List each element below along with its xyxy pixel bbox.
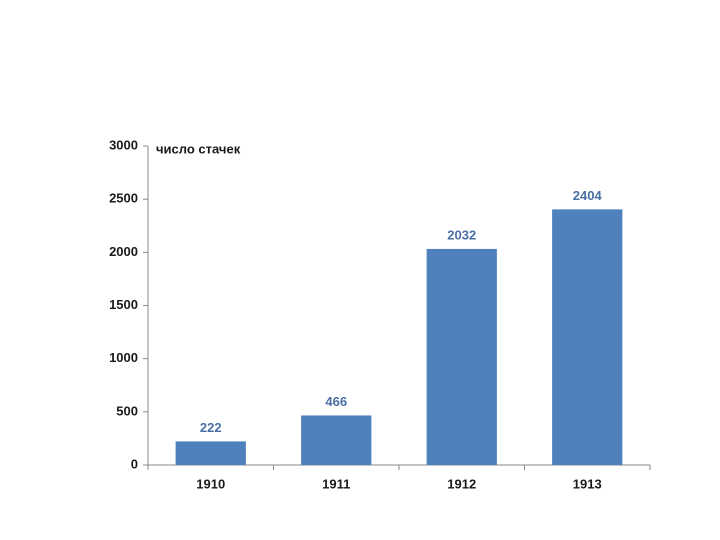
bar [301, 415, 372, 465]
y-tick-label: 1000 [109, 350, 138, 365]
bar [426, 248, 497, 465]
y-tick-label: 0 [131, 456, 138, 471]
y-axis-label: число стачек [156, 141, 241, 156]
y-tick-label: 3000 [109, 137, 138, 152]
y-tick-label: 1500 [109, 297, 138, 312]
y-tick-label: 2500 [109, 191, 138, 206]
x-tick-label: 1911 [322, 476, 350, 491]
data-label: 2032 [447, 227, 476, 242]
x-tick-label: 1912 [447, 476, 476, 491]
bar [552, 209, 623, 465]
y-tick-label: 2000 [109, 244, 138, 259]
data-label: 466 [325, 394, 347, 409]
data-label: 2404 [573, 188, 603, 203]
x-tick-label: 1913 [573, 476, 602, 491]
y-tick-label: 500 [116, 403, 138, 418]
x-tick-label: 1910 [196, 476, 225, 491]
data-label: 222 [200, 420, 222, 435]
bar [175, 441, 246, 465]
